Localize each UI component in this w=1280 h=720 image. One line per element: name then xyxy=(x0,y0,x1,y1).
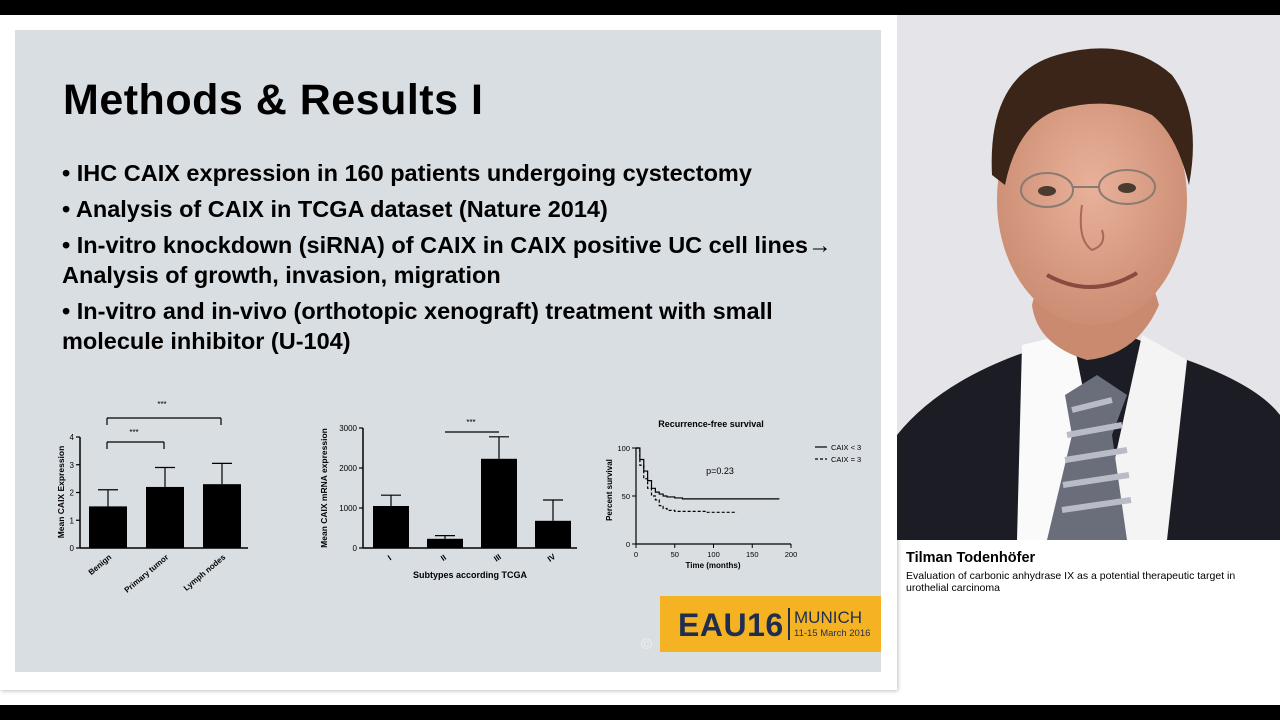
c3-xtick-label: 0 xyxy=(634,550,638,559)
c3-xtick-label: 100 xyxy=(707,550,720,559)
c3-ytick-label: 100 xyxy=(617,444,630,453)
talk-title: Evaluation of carbonic anhydrase IX as a… xyxy=(906,570,1236,594)
eau-logo-dates: 11-15 March 2016 xyxy=(794,628,871,639)
chart3-ylabel: Percent survival xyxy=(605,459,614,521)
speaker-name: Tilman Todenhöfer xyxy=(906,550,1036,566)
c1-category-label: Benign xyxy=(87,553,114,577)
c2-category-label: IV xyxy=(546,552,558,564)
c3-ytick-label: 0 xyxy=(626,540,630,549)
c3-xtick-label: 150 xyxy=(746,550,759,559)
speaker-portrait-image xyxy=(897,15,1280,540)
c1-bar xyxy=(146,486,184,548)
c2-category-label: III xyxy=(492,552,503,563)
c3-survival-line xyxy=(636,447,780,500)
chart3-xlabel: Time (months) xyxy=(686,561,741,570)
chart3-title: Recurrence-free survival xyxy=(658,419,764,429)
c2-bar xyxy=(427,538,463,548)
bullet-item: • Analysis of CAIX in TCGA dataset (Natu… xyxy=(62,196,608,222)
slide-background xyxy=(15,30,881,672)
bullet-item: • IHC CAIX expression in 160 patients un… xyxy=(62,160,752,186)
eau-logo-divider xyxy=(788,608,790,640)
chart3-legend-label: CAIX < 3 xyxy=(831,443,861,452)
bullet-list: • IHC CAIX expression in 160 patients un… xyxy=(62,158,842,362)
chart-caix-mrna: Mean CAIX mRNA expression 0100020003000 … xyxy=(319,418,577,580)
c1-category-label: Lymph nodes xyxy=(182,552,228,592)
c1-ytick-label: 1 xyxy=(70,516,75,525)
c2-bar xyxy=(373,506,409,548)
chart2-xlabel: Subtypes according TCGA xyxy=(413,570,528,580)
eau-logo-city: MUNICH xyxy=(794,608,862,627)
c2-ytick-label: 2000 xyxy=(339,464,357,473)
chart2-ylabel: Mean CAIX mRNA expression xyxy=(319,428,329,548)
bullet-item: • In-vitro and in-vivo (orthotopic xenog… xyxy=(62,298,773,354)
c2-bar xyxy=(481,458,517,548)
speaker-photo xyxy=(897,15,1280,540)
c3-survival-line xyxy=(636,447,737,513)
c1-ytick-label: 3 xyxy=(70,461,75,470)
chart-recurrence-free-survival: Recurrence-free survival Percent surviva… xyxy=(605,419,861,570)
c3-xtick-label: 50 xyxy=(671,550,679,559)
copyright-mark: © xyxy=(641,636,653,653)
bullet-item: • In-vitro knockdown (siRNA) of CAIX in … xyxy=(62,232,832,288)
c1-bar xyxy=(203,484,241,548)
bottom-letterbox xyxy=(0,705,1280,720)
chart1-sig-label: *** xyxy=(129,428,138,437)
c2-ytick-label: 1000 xyxy=(339,504,357,513)
c2-category-label: II xyxy=(439,553,448,563)
c1-bar xyxy=(89,506,127,548)
c1-ytick-label: 4 xyxy=(70,433,75,442)
eau16-logo: EAU16 MUNICH 11-15 March 2016 xyxy=(660,596,881,652)
chart1-ylabel: Mean CAIX Expression xyxy=(56,446,66,539)
c3-ytick-label: 50 xyxy=(622,492,630,501)
eau-logo-brand: EAU16 xyxy=(678,607,784,643)
top-letterbox xyxy=(0,0,1280,15)
chart2-sig-label: *** xyxy=(466,418,475,427)
chart3-legend-label: CAIX = 3 xyxy=(831,455,861,464)
c1-category-label: Primary tumor xyxy=(123,553,171,595)
c1-ytick-label: 2 xyxy=(70,489,75,498)
chart1-sig-label: *** xyxy=(157,400,166,409)
slide-title: Methods & Results I xyxy=(63,76,484,124)
chart3-annotation: p=0.23 xyxy=(706,466,734,476)
c2-ytick-label: 0 xyxy=(353,544,358,553)
c3-xtick-label: 200 xyxy=(785,550,798,559)
c2-bar xyxy=(535,520,571,548)
c2-ytick-label: 3000 xyxy=(339,424,357,433)
c2-category-label: I xyxy=(386,554,393,563)
c1-ytick-label: 0 xyxy=(70,544,75,553)
chart-caix-expression: Mean CAIX Expression 0 1 2 3 4 Benign Primary… xyxy=(56,400,248,595)
